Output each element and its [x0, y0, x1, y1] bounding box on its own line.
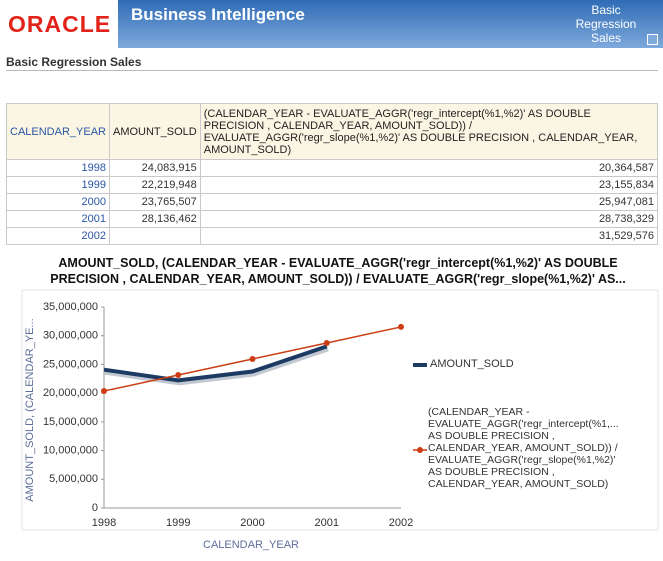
y-tick-label: 10,000,000 [43, 444, 98, 456]
column-header: AMOUNT_SOLD [108, 103, 201, 160]
table-cell: 24,083,915 [108, 159, 201, 177]
chart-frame [21, 289, 659, 531]
table-row: 1998 24,083,915 20,364,587 [6, 159, 659, 177]
close-tab[interactable] [647, 34, 658, 45]
y-tick-label: 35,000,000 [43, 301, 98, 313]
series-line [103, 344, 328, 383]
point [249, 355, 256, 362]
legend-swatch [417, 447, 423, 453]
table-row: 2001 28,136,462 28,738,329 [6, 210, 659, 228]
table-cell: 25,947,081 [199, 193, 659, 211]
point [175, 372, 182, 379]
table-row: 2000 23,765,507 25,947,081 [6, 193, 659, 211]
table-row: 2002 31,529,576 [6, 227, 659, 245]
column-header: (CALENDAR_YEAR - EVALUATE_AGGR('regr_int… [199, 103, 659, 160]
app-title: Business Intelligence [131, 5, 305, 24]
header-row: CALENDAR_YEAR AMOUNT_SOLD (CALENDAR_YEAR -… [6, 103, 659, 160]
x-axis-label: CALENDAR_YEAR [203, 539, 299, 551]
y-tick-label: 15,000,000 [43, 416, 98, 428]
table-row: 1999 22,219,948 23,155,834 [6, 176, 659, 194]
table-cell: 2002 [6, 227, 110, 245]
table-cell: 31,529,576 [199, 227, 659, 245]
x-tick-label: 1999 [166, 517, 190, 529]
column-header: CALENDAR_YEAR [6, 103, 110, 160]
legend-label: AMOUNT_SOLD [430, 358, 514, 370]
table-cell: 22,219,948 [108, 176, 201, 194]
point [101, 388, 107, 395]
table-cell: 2000 [6, 193, 110, 211]
y-tick-label: 25,000,000 [43, 358, 98, 370]
y-tick-label: 0 [92, 502, 98, 514]
logo-box: ORACLE [0, 0, 118, 48]
divider [6, 70, 658, 71]
table-cell: 28,136,462 [108, 210, 201, 228]
point [398, 323, 404, 330]
table: CALENDAR_YEAR AMOUNT_SOLD (CALENDAR_YEAR -… [6, 103, 659, 245]
x-tick-label: 2000 [240, 517, 264, 529]
y-tick-label: 5,000,000 [49, 473, 98, 485]
point [323, 339, 330, 346]
x-tick-label: 2001 [315, 517, 339, 529]
chart-title: AMOUNT_SOLD, (CALENDAR_YEAR - EVALUATE_A… [50, 256, 626, 286]
x-tick-label: 1998 [92, 517, 116, 529]
x-tick-label: 2002 [389, 517, 413, 529]
y-axis-label: AMOUNT_SOLD, (CALENDAR_YE... [24, 318, 36, 501]
table-cell: 20,364,587 [199, 159, 659, 177]
y-tick-label: 20,000,000 [43, 387, 98, 399]
tab[interactable]: Basic Regression Sales [575, 3, 637, 45]
logo: ORACLE [8, 11, 112, 37]
section-title: Basic Regression Sales [6, 55, 142, 69]
y-tick-label: 30,000,000 [43, 330, 98, 342]
legend-label: (CALENDAR_YEAR - EVALUATE_AGGR('regr_int… [428, 406, 619, 490]
